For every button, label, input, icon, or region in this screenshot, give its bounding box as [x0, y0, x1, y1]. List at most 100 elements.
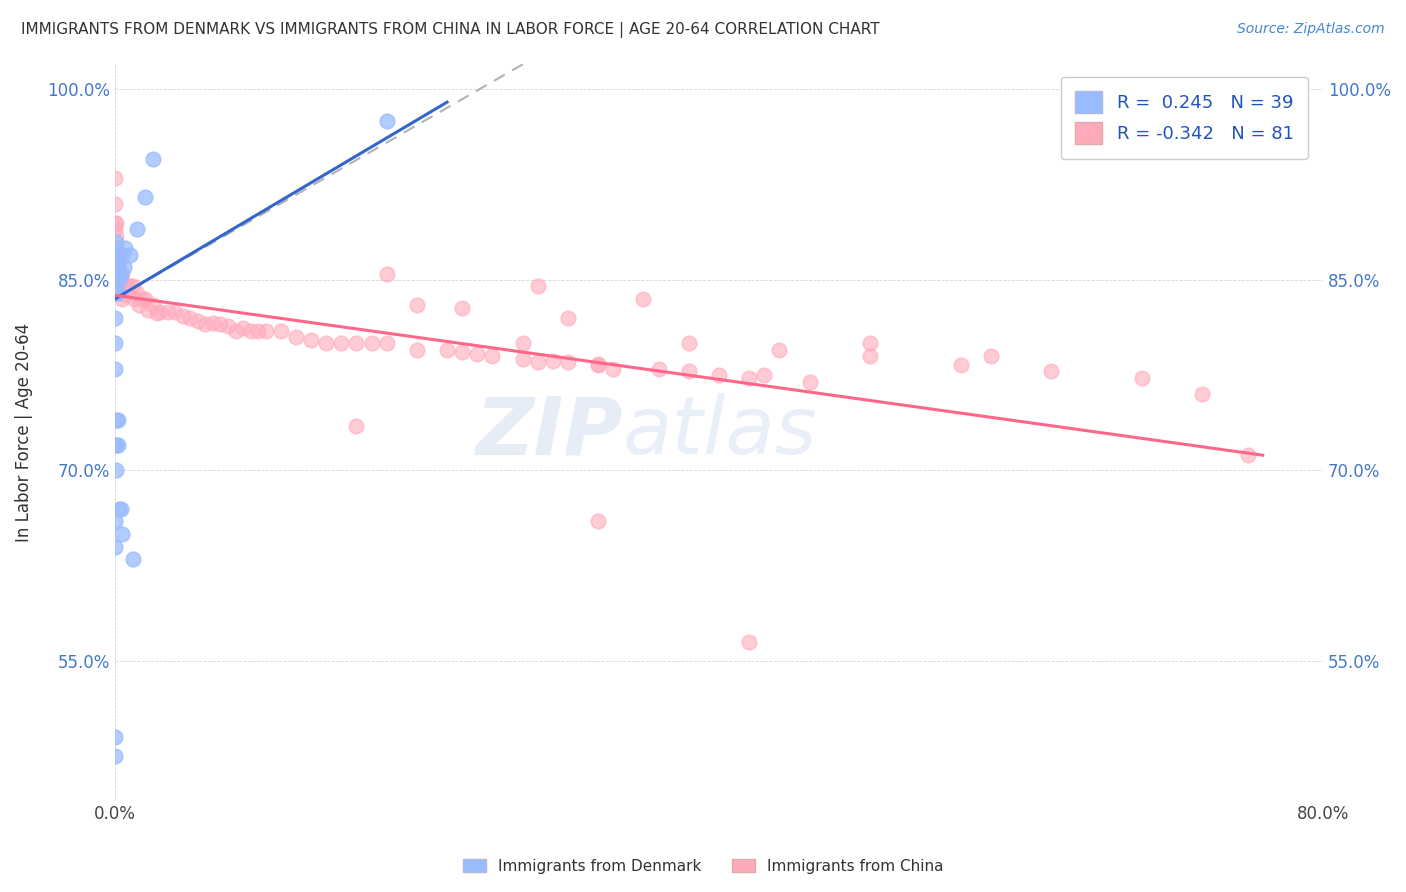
Point — [526, 355, 548, 369]
Point — [194, 318, 217, 332]
Point — [949, 358, 972, 372]
Point — [156, 304, 179, 318]
Point — [141, 153, 163, 167]
Text: IMMIGRANTS FROM DENMARK VS IMMIGRANTS FROM CHINA IN LABOR FORCE | AGE 20-64 CORR: IMMIGRANTS FROM DENMARK VS IMMIGRANTS FR… — [21, 22, 880, 38]
Point — [104, 730, 127, 744]
Point — [481, 349, 503, 363]
Point — [112, 260, 135, 275]
Point — [586, 514, 609, 528]
Point — [526, 279, 548, 293]
Point — [122, 279, 145, 293]
Point — [104, 260, 127, 275]
Point — [1236, 448, 1258, 462]
Point — [107, 438, 129, 452]
Point — [110, 267, 132, 281]
Point — [111, 292, 134, 306]
Point — [110, 267, 132, 281]
Point — [104, 514, 127, 528]
Point — [201, 316, 224, 330]
Point — [247, 324, 270, 338]
Point — [187, 313, 209, 327]
Point — [315, 336, 337, 351]
Point — [104, 749, 127, 764]
Point — [149, 304, 172, 318]
Point — [105, 228, 128, 243]
Point — [360, 336, 382, 351]
Point — [104, 438, 127, 452]
Legend: R =  0.245   N = 39, R = -0.342   N = 81: R = 0.245 N = 39, R = -0.342 N = 81 — [1060, 77, 1308, 159]
Point — [131, 292, 153, 306]
Point — [105, 438, 128, 452]
Text: Source: ZipAtlas.com: Source: ZipAtlas.com — [1237, 22, 1385, 37]
Point — [633, 292, 655, 306]
Point — [114, 241, 136, 255]
Point — [124, 292, 146, 306]
Point — [134, 292, 156, 306]
Point — [111, 267, 134, 281]
Point — [104, 362, 127, 376]
Point — [111, 527, 134, 541]
Point — [647, 362, 669, 376]
Point — [557, 311, 579, 326]
Point — [586, 357, 609, 371]
Point — [738, 635, 761, 649]
Point — [105, 253, 128, 268]
Point — [108, 247, 131, 261]
Point — [512, 336, 534, 351]
Point — [118, 279, 141, 293]
Point — [232, 321, 254, 335]
Point — [114, 288, 136, 302]
Point — [104, 196, 127, 211]
Point — [541, 354, 564, 368]
Point — [375, 267, 398, 281]
Point — [105, 285, 128, 300]
Point — [678, 336, 700, 351]
Point — [405, 343, 427, 357]
Point — [602, 362, 624, 376]
Point — [105, 285, 128, 300]
Point — [451, 345, 474, 359]
Point — [451, 301, 474, 315]
Point — [217, 318, 239, 333]
Point — [105, 267, 128, 281]
Point — [136, 303, 159, 318]
Point — [104, 336, 127, 351]
Point — [165, 304, 187, 318]
Point — [108, 273, 131, 287]
Point — [512, 351, 534, 366]
Point — [128, 298, 150, 312]
Point — [108, 253, 131, 268]
Point — [105, 267, 128, 281]
Point — [557, 355, 579, 369]
Point — [127, 222, 149, 236]
Point — [108, 279, 131, 293]
Point — [117, 285, 139, 300]
Point — [1040, 364, 1063, 378]
Point — [980, 349, 1002, 363]
Point — [375, 336, 398, 351]
Point — [299, 333, 322, 347]
Point — [346, 419, 368, 434]
Point — [754, 368, 776, 383]
Point — [678, 364, 700, 378]
Point — [107, 253, 129, 268]
Point — [122, 552, 145, 566]
Point — [105, 241, 128, 255]
Point — [104, 285, 127, 300]
Point — [108, 501, 131, 516]
Point — [104, 540, 127, 554]
Point — [105, 253, 128, 268]
Point — [225, 324, 247, 338]
Point — [110, 501, 132, 516]
Point — [104, 267, 127, 281]
Point — [104, 216, 127, 230]
Point — [436, 343, 458, 357]
Point — [111, 279, 134, 293]
Point — [254, 324, 277, 338]
Point — [107, 285, 129, 300]
Point — [104, 285, 127, 300]
Point — [127, 285, 149, 300]
Point — [107, 279, 129, 293]
Point — [110, 279, 132, 293]
Point — [104, 273, 127, 287]
